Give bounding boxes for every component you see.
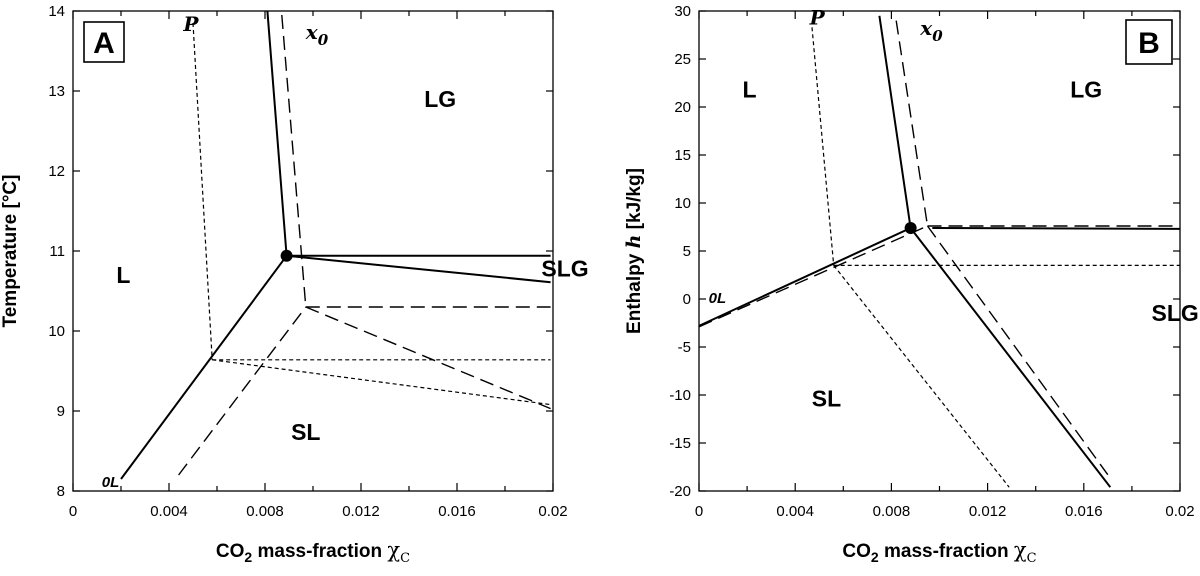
x-tick-label: 0.008 <box>873 503 911 520</box>
series-line-dashed-SLG <box>305 306 551 410</box>
annotation-curve-label: P <box>182 12 199 36</box>
series-line-dashed-x0 <box>895 20 929 227</box>
series-line-solid-SLG <box>286 254 551 284</box>
x-tick-label: 0.004 <box>150 503 188 520</box>
y-axis-label: Enthalpy h [kJ/kg] <box>623 168 645 334</box>
series-line-solid-0L <box>120 255 288 480</box>
y-tick-label: 25 <box>674 51 691 68</box>
annotation-curve-label: x0 <box>305 20 329 49</box>
x-tick-label: 0 <box>69 503 77 520</box>
annotation-region-label: SLG <box>1152 300 1199 326</box>
y-tick-label: 13 <box>48 83 65 100</box>
panel-a: 0 0.004 0.008 0.012 0.016 0.02 8 9 10 11 12 13 14 L LG… <box>0 3 589 566</box>
series-line-dotted-P <box>192 22 213 360</box>
series-line-dashed-SL <box>926 225 1109 476</box>
x-axis-label: CO2 mass-fraction χC <box>216 538 410 566</box>
annotation-region-label: SL <box>812 386 841 412</box>
panel-b: 0 0.004 0.008 0.012 0.016 0.02 -20 -15 -10 -5 0 5 10… <box>623 3 1199 566</box>
series-line-solid-x0 <box>266 10 288 256</box>
series-line-solid-horizontal <box>932 227 1181 230</box>
y-axis-label: Temperature [°C] <box>0 175 21 328</box>
series-line-dotted-SL <box>833 265 1010 488</box>
panel-letter: B <box>1138 27 1160 60</box>
annotation-curve-label: x0 <box>919 16 943 45</box>
x-tick-label: 0.016 <box>1065 503 1103 520</box>
y-tick-label: 15 <box>674 147 691 164</box>
annotation-ol-label: 0L <box>102 474 120 491</box>
triple-point-marker <box>280 249 293 262</box>
y-tick-label: 30 <box>674 3 691 20</box>
plot-frame <box>698 10 1181 492</box>
y-tick-label: -5 <box>678 339 691 356</box>
series-line-solid-x0 <box>878 15 912 229</box>
annotation-region-label: SLG <box>541 256 588 282</box>
x-tick-label: 0.012 <box>342 503 380 520</box>
y-tick-label: 10 <box>48 323 65 340</box>
series-line-dotted-SLG <box>212 359 551 406</box>
annotation-ol-label: 0L <box>709 290 727 307</box>
y-tick-label: 14 <box>48 3 65 20</box>
y-tick-label: -20 <box>669 483 691 500</box>
annotation-region-label: L <box>742 76 756 102</box>
series-line-dashed-x0 <box>281 14 307 308</box>
x-tick-label: 0.012 <box>969 503 1007 520</box>
x-tick-label: 0.008 <box>246 503 284 520</box>
x-tick-label: 0 <box>695 503 703 520</box>
triple-point-marker <box>904 221 917 234</box>
annotation-region-label: SL <box>291 419 320 445</box>
y-tick-label: 9 <box>57 403 65 420</box>
annotation-region-label: L <box>116 262 130 288</box>
y-tick-label: 12 <box>48 163 65 180</box>
series-line-dashed-SL <box>178 306 307 476</box>
y-tick-label: 5 <box>683 243 691 260</box>
annotation-curve-label: P <box>809 5 826 29</box>
annotation-region-label: LG <box>424 86 456 112</box>
panel-letter-box <box>1125 19 1173 65</box>
x-tick-label: 0.004 <box>776 503 814 520</box>
y-tick-label: -10 <box>669 387 691 404</box>
x-tick-label: 0.016 <box>438 503 476 520</box>
panel-letter-box <box>83 21 125 63</box>
panel-letter: A <box>93 27 115 60</box>
series-line-solid-0L <box>698 227 912 327</box>
series-line-dashed-0L <box>698 225 928 328</box>
series-line-dotted-P <box>811 27 835 266</box>
series-line-solid-SL <box>909 227 1112 488</box>
y-tick-label: 8 <box>57 483 65 500</box>
x-tick-label: 0.02 <box>1165 503 1194 520</box>
y-tick-label: 20 <box>674 99 691 116</box>
y-tick-label: -15 <box>669 435 691 452</box>
annotation-region-label: LG <box>1070 76 1102 102</box>
x-tick-label: 0.02 <box>538 503 567 520</box>
y-tick-label: 11 <box>49 243 65 260</box>
x-axis-label: CO2 mass-fraction χC <box>842 538 1036 566</box>
y-tick-label: 0 <box>683 291 691 308</box>
y-tick-label: 10 <box>674 195 691 212</box>
